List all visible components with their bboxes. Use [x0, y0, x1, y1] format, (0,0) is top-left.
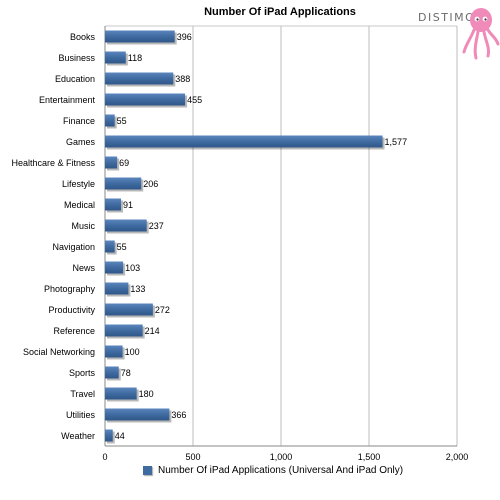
- category-label: Utilities: [66, 410, 96, 420]
- bar: [105, 366, 119, 379]
- bar: [105, 156, 118, 169]
- logo-text: DISTIMO: [418, 11, 476, 24]
- value-label: 214: [145, 326, 160, 336]
- bar: [105, 198, 122, 211]
- bar: [105, 72, 174, 85]
- bar: [105, 303, 153, 316]
- bar: [105, 282, 129, 295]
- bar: [105, 261, 124, 274]
- category-label: Medical: [64, 200, 95, 210]
- value-label: 118: [128, 53, 142, 63]
- value-label: 55: [117, 242, 127, 252]
- bar: [105, 387, 137, 400]
- x-tick-label: 500: [185, 452, 200, 462]
- bar: [105, 408, 170, 421]
- value-label: 133: [130, 284, 145, 294]
- x-tick-label: 1,000: [270, 452, 293, 462]
- value-label: 237: [149, 221, 164, 231]
- category-label: Education: [55, 74, 95, 84]
- octopus-icon: [462, 8, 500, 60]
- value-label: 69: [119, 158, 129, 168]
- value-label: 455: [187, 95, 202, 105]
- x-tick-label: 2,000: [446, 452, 469, 462]
- value-label: 1,577: [385, 137, 408, 147]
- bar: [105, 93, 186, 106]
- value-label: 91: [123, 200, 133, 210]
- value-label: 78: [121, 368, 131, 378]
- category-label: Healthcare & Fitness: [11, 158, 95, 168]
- value-label: 272: [155, 305, 170, 315]
- bar: [105, 135, 383, 148]
- distimo-logo: DISTIMO: [418, 4, 500, 66]
- bar: [105, 240, 115, 253]
- bar: [105, 30, 175, 43]
- value-label: 206: [143, 179, 158, 189]
- category-label: Photography: [44, 284, 96, 294]
- category-label: Games: [66, 137, 96, 147]
- chart-title: Number Of iPad Applications: [204, 6, 356, 18]
- bar: [105, 177, 142, 190]
- x-tick-label: 0: [102, 452, 107, 462]
- category-label: Music: [71, 221, 95, 231]
- value-label: 55: [117, 116, 127, 126]
- bar: [105, 429, 113, 442]
- category-label: Weather: [61, 431, 95, 441]
- legend: Number Of iPad Applications (Universal A…: [143, 463, 403, 477]
- bar: [105, 114, 115, 127]
- category-label: Travel: [70, 389, 95, 399]
- category-label: Productivity: [48, 305, 95, 315]
- value-label: 44: [115, 431, 125, 441]
- category-label: Entertainment: [39, 95, 96, 105]
- value-label: 366: [171, 410, 186, 420]
- value-label: 180: [139, 389, 154, 399]
- category-label: Finance: [63, 116, 95, 126]
- x-tick-label: 1,500: [358, 452, 381, 462]
- category-label: Navigation: [52, 242, 95, 252]
- bar: [105, 51, 126, 64]
- bar: [105, 345, 123, 358]
- value-label: 103: [125, 263, 140, 273]
- category-label: Social Networking: [23, 347, 95, 357]
- value-label: 100: [125, 347, 140, 357]
- value-label: 396: [177, 32, 192, 42]
- category-label: Business: [58, 53, 95, 63]
- legend-label: Number Of iPad Applications (Universal A…: [158, 464, 404, 476]
- value-label: 388: [175, 74, 190, 84]
- legend-swatch: [143, 465, 152, 475]
- category-label: Reference: [53, 326, 95, 336]
- category-label: News: [72, 263, 95, 273]
- category-label: Books: [70, 32, 96, 42]
- bar: [105, 324, 143, 337]
- bar: [105, 219, 147, 232]
- category-label: Sports: [69, 368, 96, 378]
- category-label: Lifestyle: [62, 179, 95, 189]
